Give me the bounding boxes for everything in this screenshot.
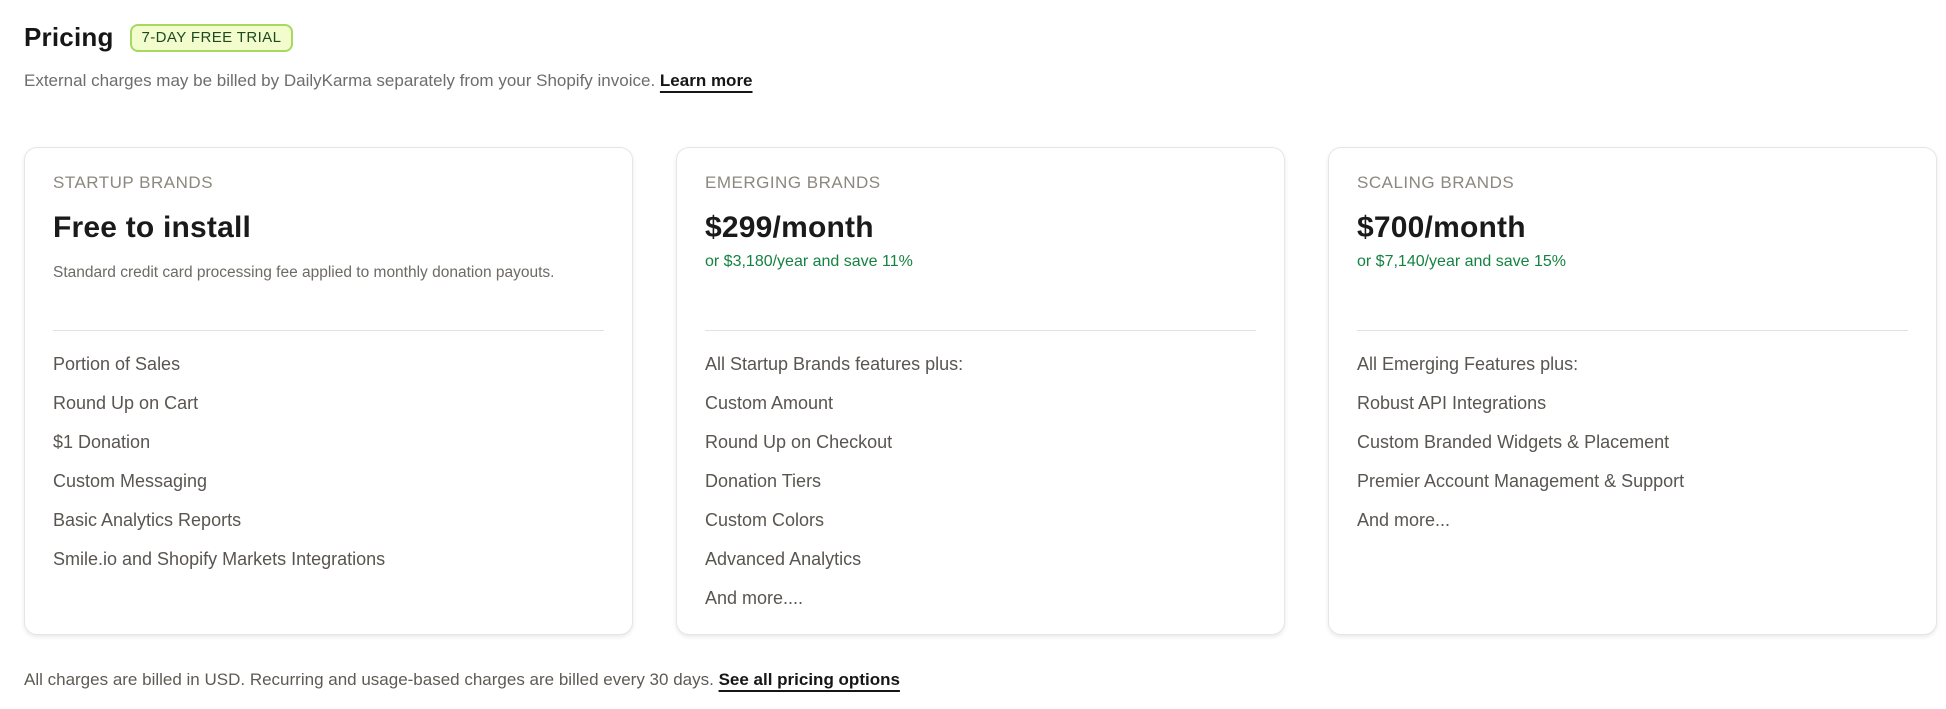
plan-label: EMERGING BRANDS: [705, 173, 881, 192]
plan-feature: Portion of Sales: [53, 354, 181, 374]
free-trial-badge: 7-DAY FREE TRIAL: [129, 23, 294, 52]
plan-feature: Basic Analytics Reports: [53, 510, 242, 530]
plan-feature: And more....: [705, 588, 804, 608]
plan-feature: Custom Colors: [705, 510, 825, 530]
plan-feature: Custom Amount: [705, 393, 834, 413]
plan-divider: [1357, 330, 1908, 331]
plan-feature: Smile.io and Shopify Markets Integration…: [53, 549, 386, 569]
plan-feature-list: All Emerging Features plus: Robust API I…: [1357, 345, 1908, 540]
plan-price-note: or $7,140/year and save 15%: [1357, 253, 1567, 270]
plan-price: $299/month: [705, 211, 874, 244]
plan-feature: All Emerging Features plus:: [1357, 354, 1579, 374]
plan-feature: Custom Branded Widgets & Placement: [1357, 432, 1670, 452]
plan-feature: All Startup Brands features plus:: [705, 354, 964, 374]
see-all-pricing-options-link[interactable]: See all pricing options: [718, 670, 900, 689]
plan-head: SCALING BRANDS $700/month or $7,140/year…: [1357, 172, 1908, 330]
billing-footer: All charges are billed in USD. Recurring…: [24, 667, 1946, 693]
plan-card-startup-brands: STARTUP BRANDS Free to install Standard …: [24, 147, 633, 635]
plan-feature: Round Up on Checkout: [705, 432, 893, 452]
billing-footer-text: All charges are billed in USD. Recurring…: [24, 670, 714, 689]
plan-feature: Custom Messaging: [53, 471, 208, 491]
pricing-cards-row: STARTUP BRANDS Free to install Standard …: [24, 147, 1946, 635]
billing-subtitle: External charges may be billed by DailyK…: [24, 69, 1946, 93]
plan-card-scaling-brands: SCALING BRANDS $700/month or $7,140/year…: [1328, 147, 1937, 635]
plan-description: Standard credit card processing fee appl…: [53, 264, 555, 281]
plan-feature: Donation Tiers: [705, 471, 822, 491]
plan-feature-list: Portion of Sales Round Up on Cart $1 Don…: [53, 345, 604, 579]
plan-price: $700/month: [1357, 211, 1526, 244]
plan-price: Free to install: [53, 211, 252, 244]
pricing-section: Pricing 7-DAY FREE TRIAL External charge…: [24, 22, 1946, 693]
plan-feature-list: All Startup Brands features plus: Custom…: [705, 345, 1256, 618]
plan-price-note: or $3,180/year and save 11%: [705, 253, 913, 270]
plan-card-emerging-brands: EMERGING BRANDS $299/month or $3,180/yea…: [676, 147, 1285, 635]
pricing-header: Pricing 7-DAY FREE TRIAL: [24, 22, 1946, 53]
learn-more-link[interactable]: Learn more: [659, 71, 753, 90]
plan-head: EMERGING BRANDS $299/month or $3,180/yea…: [705, 172, 1256, 330]
plan-label: SCALING BRANDS: [1357, 173, 1515, 192]
page-title: Pricing: [24, 22, 114, 52]
plan-head: STARTUP BRANDS Free to install Standard …: [53, 172, 604, 330]
plan-feature: Advanced Analytics: [705, 549, 862, 569]
plan-feature: Robust API Integrations: [1357, 393, 1547, 413]
plan-feature: $1 Donation: [53, 432, 151, 452]
plan-divider: [705, 330, 1256, 331]
plan-divider: [53, 330, 604, 331]
plan-label: STARTUP BRANDS: [53, 173, 214, 192]
plan-feature: Round Up on Cart: [53, 393, 199, 413]
plan-feature: And more...: [1357, 510, 1451, 530]
billing-subtitle-text: External charges may be billed by DailyK…: [24, 71, 656, 90]
plan-feature: Premier Account Management & Support: [1357, 471, 1685, 491]
